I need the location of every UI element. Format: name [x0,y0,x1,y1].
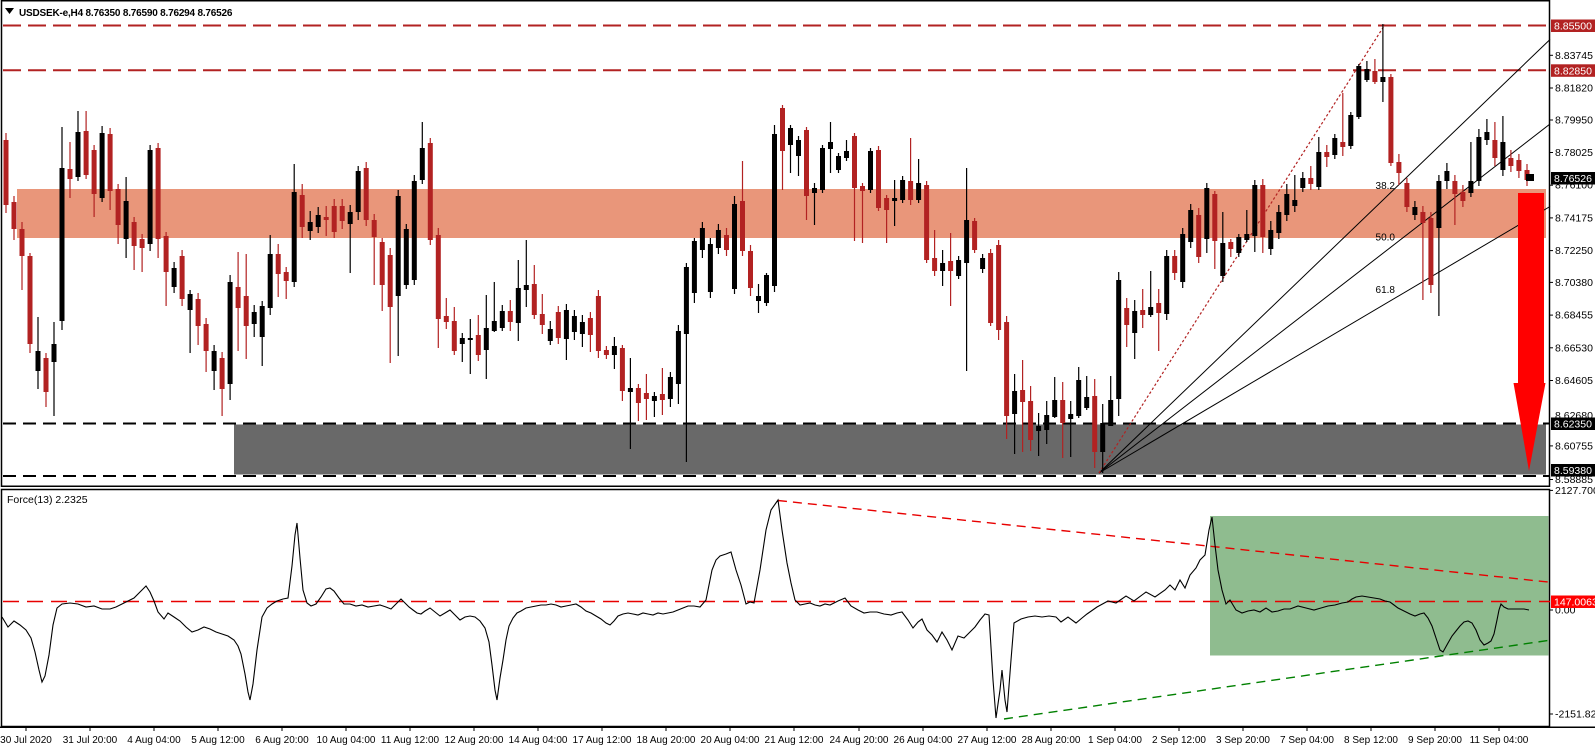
svg-text:11 Sep 04:00: 11 Sep 04:00 [1470,735,1529,746]
svg-text:8.64605: 8.64605 [1555,375,1593,387]
svg-text:2127.7006: 2127.7006 [1555,485,1595,497]
svg-text:147.0063: 147.0063 [1554,597,1595,609]
svg-text:10 Aug 04:00: 10 Aug 04:00 [317,735,376,746]
svg-text:8.76526: 8.76526 [1554,173,1592,185]
svg-text:31 Jul 20:00: 31 Jul 20:00 [63,735,118,746]
svg-text:8.74175: 8.74175 [1555,212,1593,224]
svg-text:USDSEK-e,H4 8.76350 8.76590 8: USDSEK-e,H4 8.76350 8.76590 8.76294 8.76… [19,8,233,19]
svg-text:8.70380: 8.70380 [1555,277,1593,289]
svg-text:27 Aug 12:00: 27 Aug 12:00 [958,735,1017,746]
svg-text:8.81820: 8.81820 [1555,83,1593,95]
svg-text:8.79950: 8.79950 [1555,115,1593,127]
svg-text:61.8: 61.8 [1376,285,1396,296]
svg-text:8 Sep 12:00: 8 Sep 12:00 [1344,735,1398,746]
svg-text:50.0: 50.0 [1376,233,1396,244]
svg-text:7 Sep 04:00: 7 Sep 04:00 [1280,735,1334,746]
svg-text:21 Aug 12:00: 21 Aug 12:00 [765,735,824,746]
svg-text:8.66530: 8.66530 [1555,342,1593,354]
svg-text:Force(13) 2.2325: Force(13) 2.2325 [7,494,88,506]
svg-text:8.60755: 8.60755 [1555,440,1593,452]
svg-text:3 Sep 20:00: 3 Sep 20:00 [1216,735,1270,746]
svg-text:8.78025: 8.78025 [1555,147,1593,159]
svg-text:18 Aug 20:00: 18 Aug 20:00 [637,735,696,746]
svg-text:8.59380: 8.59380 [1554,465,1592,477]
svg-text:12 Aug 20:00: 12 Aug 20:00 [445,735,504,746]
svg-text:5 Aug 12:00: 5 Aug 12:00 [191,735,245,746]
svg-text:4 Aug 04:00: 4 Aug 04:00 [127,735,181,746]
svg-text:2 Sep 12:00: 2 Sep 12:00 [1152,735,1206,746]
svg-text:8.82850: 8.82850 [1554,65,1592,77]
svg-text:8.58885: 8.58885 [1555,474,1593,486]
svg-text:11 Aug 12:00: 11 Aug 12:00 [381,735,440,746]
svg-text:8.83745: 8.83745 [1555,50,1593,62]
svg-text:24 Aug 20:00: 24 Aug 20:00 [830,735,889,746]
svg-text:-2151.823: -2151.823 [1555,709,1595,721]
svg-text:28 Aug 20:00: 28 Aug 20:00 [1022,735,1081,746]
svg-text:1 Sep 04:00: 1 Sep 04:00 [1088,735,1142,746]
svg-text:26 Aug 04:00: 26 Aug 04:00 [894,735,953,746]
svg-text:38.2: 38.2 [1376,181,1396,192]
svg-text:14 Aug 04:00: 14 Aug 04:00 [509,735,568,746]
svg-text:8.68455: 8.68455 [1555,310,1593,322]
svg-text:8.85500: 8.85500 [1554,21,1592,33]
svg-text:8.62350: 8.62350 [1554,419,1592,431]
svg-text:20 Aug 04:00: 20 Aug 04:00 [701,735,760,746]
svg-text:8.72250: 8.72250 [1555,245,1593,257]
svg-text:6 Aug 20:00: 6 Aug 20:00 [255,735,309,746]
svg-text:9 Sep 20:00: 9 Sep 20:00 [1408,735,1462,746]
svg-text:30 Jul 2020: 30 Jul 2020 [0,735,52,746]
svg-text:17 Aug 12:00: 17 Aug 12:00 [573,735,632,746]
